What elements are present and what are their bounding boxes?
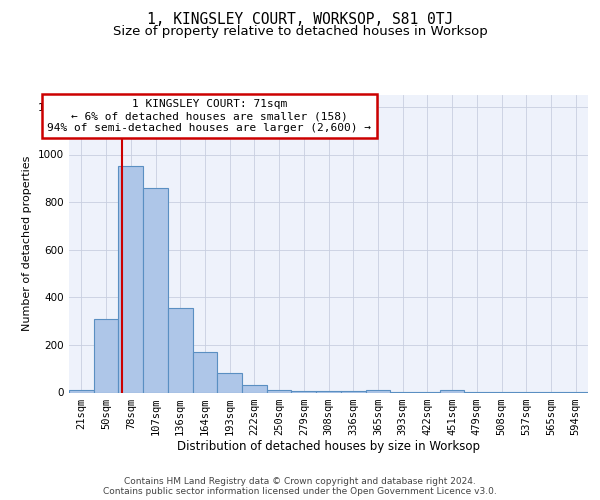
X-axis label: Distribution of detached houses by size in Worksop: Distribution of detached houses by size … <box>177 440 480 454</box>
Bar <box>440 390 464 392</box>
Bar <box>168 308 193 392</box>
Bar <box>69 390 94 392</box>
Bar <box>143 188 168 392</box>
Text: 1 KINGSLEY COURT: 71sqm
← 6% of detached houses are smaller (158)
94% of semi-de: 1 KINGSLEY COURT: 71sqm ← 6% of detached… <box>47 100 371 132</box>
Bar <box>94 318 118 392</box>
Text: Contains HM Land Registry data © Crown copyright and database right 2024.
Contai: Contains HM Land Registry data © Crown c… <box>103 476 497 496</box>
Bar <box>365 390 390 392</box>
Text: 1, KINGSLEY COURT, WORKSOP, S81 0TJ: 1, KINGSLEY COURT, WORKSOP, S81 0TJ <box>147 12 453 28</box>
Text: Size of property relative to detached houses in Worksop: Size of property relative to detached ho… <box>113 25 487 38</box>
Bar <box>242 386 267 392</box>
Bar <box>267 390 292 392</box>
Bar <box>217 374 242 392</box>
Bar <box>193 352 217 393</box>
Y-axis label: Number of detached properties: Number of detached properties <box>22 156 32 332</box>
Bar <box>118 166 143 392</box>
